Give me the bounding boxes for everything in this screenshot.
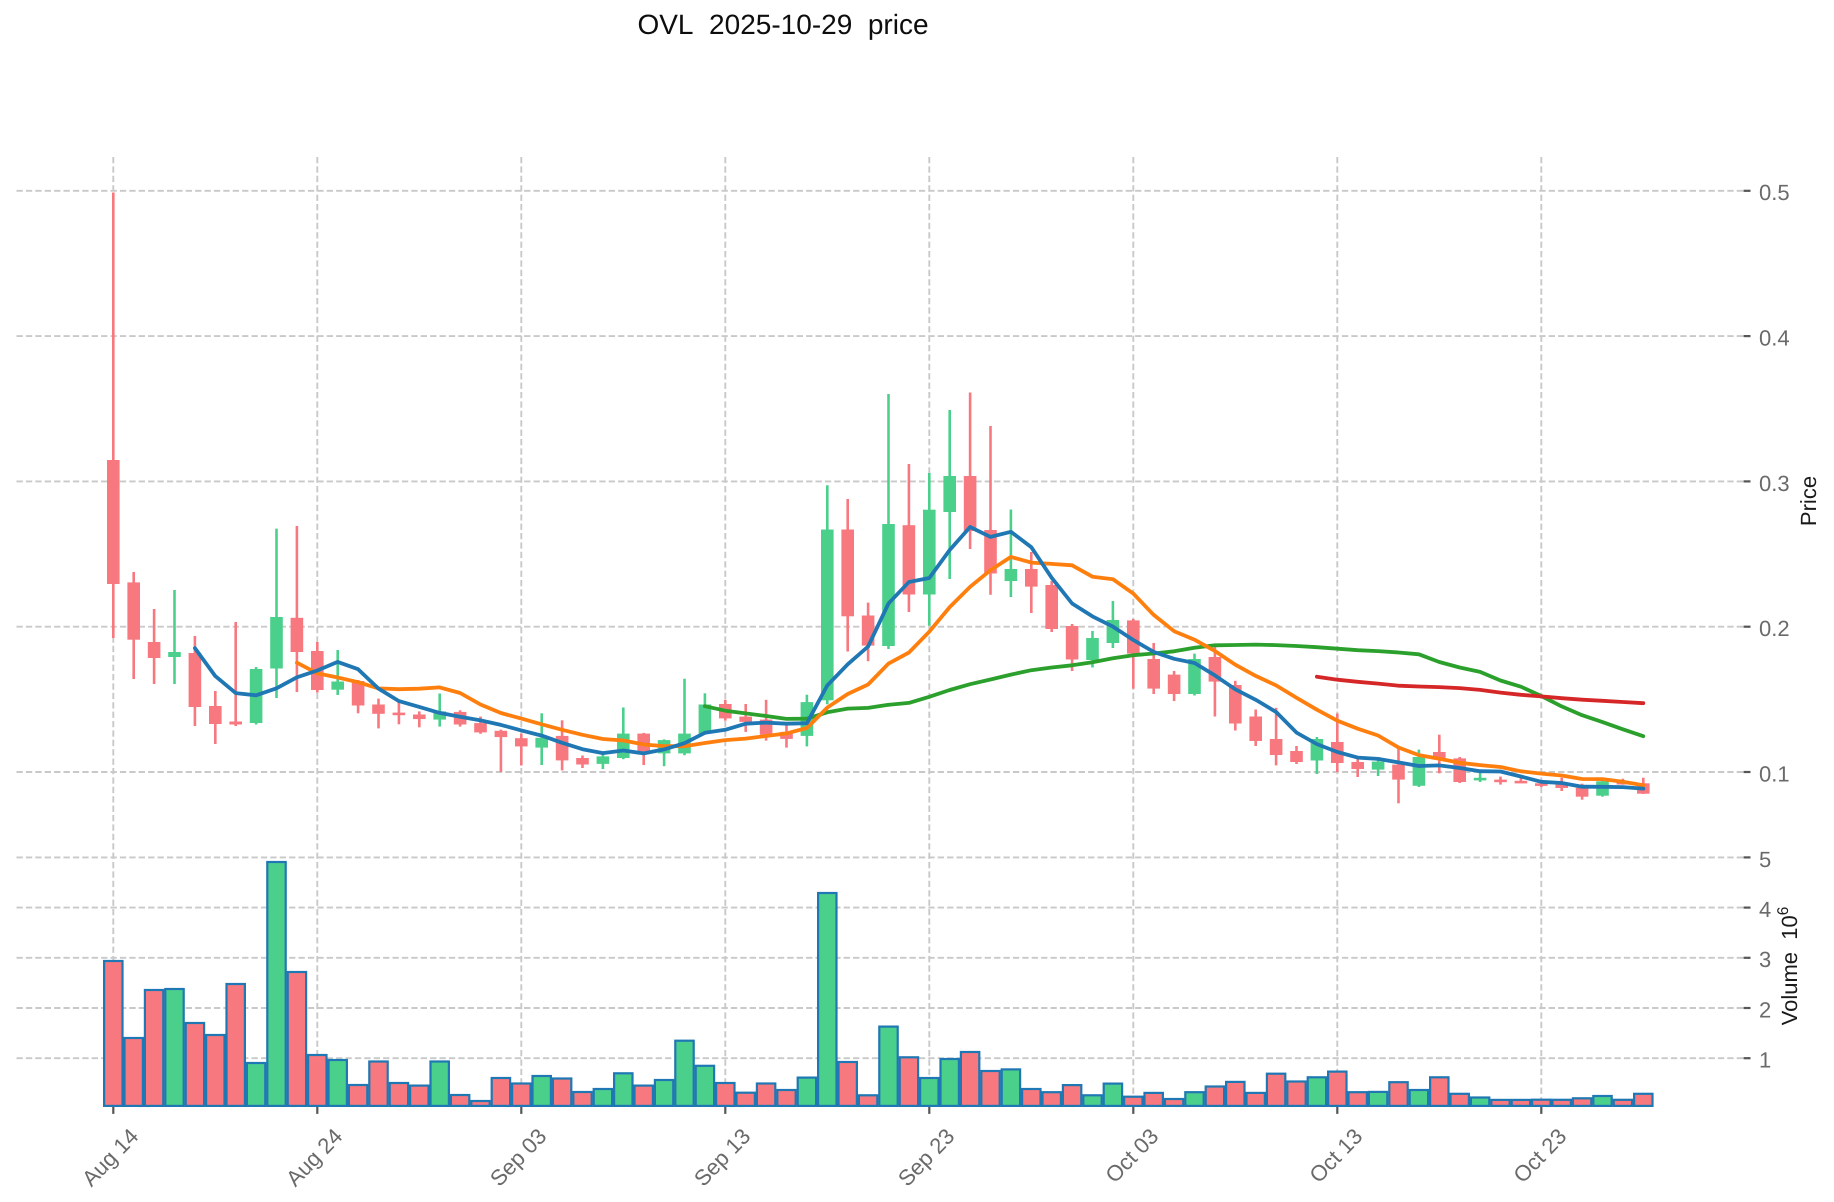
svg-text:0.5: 0.5	[1759, 180, 1790, 205]
svg-text:1: 1	[1759, 1048, 1771, 1073]
svg-text:Volume 106: Volume 106	[1775, 907, 1802, 1026]
svg-text:0.2: 0.2	[1759, 616, 1790, 641]
svg-text:0.4: 0.4	[1759, 326, 1790, 351]
svg-text:2: 2	[1759, 997, 1771, 1022]
svg-text:4: 4	[1759, 897, 1771, 922]
svg-text:OVL 2025-10-29 price: OVL 2025-10-29 price	[637, 9, 928, 40]
svg-text:0.1: 0.1	[1759, 761, 1790, 786]
svg-text:0.3: 0.3	[1759, 471, 1790, 496]
svg-text:3: 3	[1759, 947, 1771, 972]
svg-text:5: 5	[1759, 847, 1771, 872]
svg-text:Price: Price	[1796, 476, 1821, 526]
